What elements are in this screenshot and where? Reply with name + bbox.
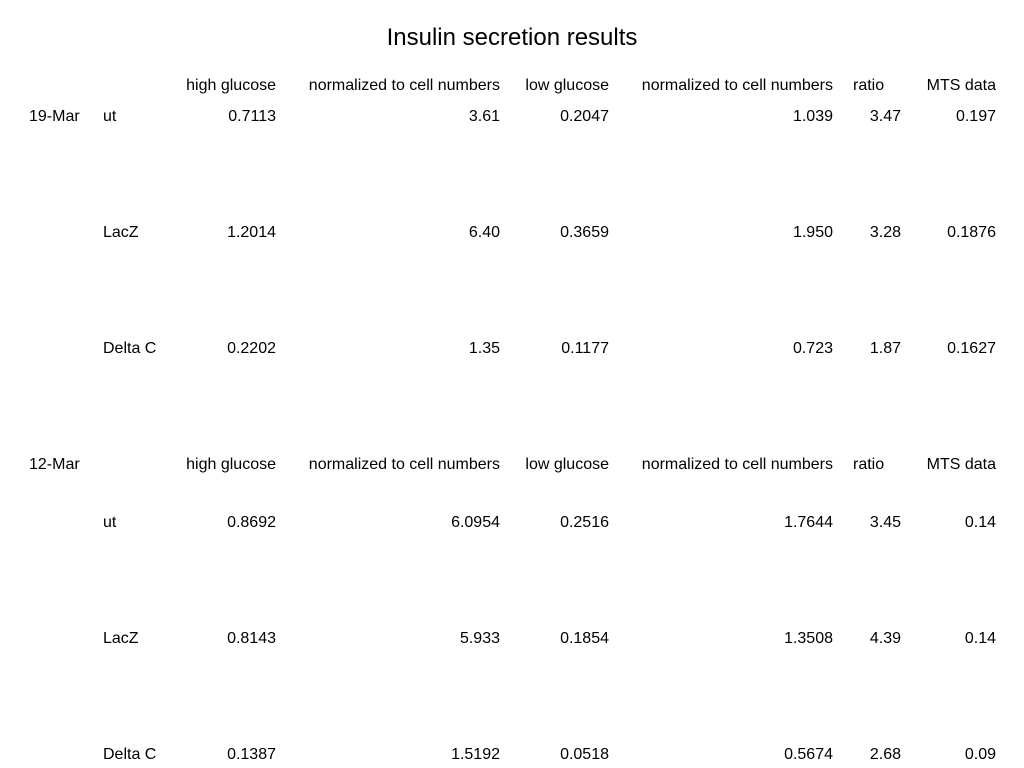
low-normalized-cell: 1.950 <box>792 224 833 241</box>
condition-cell: LacZ <box>103 224 139 241</box>
low-normalized-cell: 1.039 <box>792 108 833 125</box>
header-high-glucose: high glucose <box>186 77 276 94</box>
high-glucose-cell: 0.8143 <box>227 630 276 647</box>
condition-cell: Delta C <box>103 340 157 357</box>
group-date: 12-Mar <box>29 456 80 473</box>
condition-cell: ut <box>103 514 117 531</box>
header-high-normalized: normalized to cell numbers <box>308 77 500 94</box>
page-title: Insulin secretion results <box>386 24 638 51</box>
condition-cell: LacZ <box>103 630 139 647</box>
ratio-cell: 1.87 <box>869 340 901 357</box>
header-low-glucose: low glucose <box>525 77 609 94</box>
high-normalized-cell: 1.5192 <box>451 746 500 763</box>
high-normalized-cell: 1.35 <box>468 340 500 357</box>
ratio-cell: 2.68 <box>869 746 901 763</box>
header-high-glucose: high glucose <box>186 456 276 473</box>
mts-cell: 0.197 <box>955 108 996 125</box>
header-low-normalized: normalized to cell numbers <box>641 456 833 473</box>
low-glucose-cell: 0.1854 <box>560 630 609 647</box>
high-glucose-cell: 0.8692 <box>227 514 276 531</box>
header-ratio: ratio <box>853 77 885 94</box>
low-normalized-cell: 1.7644 <box>784 514 833 531</box>
mts-cell: 0.14 <box>964 630 996 647</box>
low-normalized-cell: 1.3508 <box>784 630 833 647</box>
high-normalized-cell: 3.61 <box>468 108 500 125</box>
low-glucose-cell: 0.2047 <box>560 108 609 125</box>
condition-cell: ut <box>103 108 117 125</box>
high-glucose-cell: 0.7113 <box>228 108 276 125</box>
header-low-glucose: low glucose <box>525 456 609 473</box>
condition-cell: Delta C <box>103 746 157 763</box>
header-high-normalized: normalized to cell numbers <box>308 456 500 473</box>
high-normalized-cell: 6.0954 <box>451 514 500 531</box>
low-glucose-cell: 0.3659 <box>560 224 609 241</box>
ratio-cell: 4.39 <box>869 630 901 647</box>
group-date: 19-Mar <box>29 108 80 125</box>
mts-cell: 0.14 <box>964 514 996 531</box>
header-mts-data: MTS data <box>926 456 996 473</box>
header-ratio: ratio <box>853 456 885 473</box>
ratio-cell: 3.45 <box>869 514 901 531</box>
ratio-cell: 3.47 <box>869 108 901 125</box>
low-glucose-cell: 0.2516 <box>560 514 609 531</box>
header-mts-data: MTS data <box>926 77 996 94</box>
mts-cell: 0.1627 <box>947 340 996 357</box>
high-normalized-cell: 6.40 <box>468 224 500 241</box>
high-glucose-cell: 1.2014 <box>227 224 276 241</box>
mts-cell: 0.09 <box>964 746 996 763</box>
mts-cell: 0.1876 <box>947 224 996 241</box>
high-glucose-cell: 0.1387 <box>227 746 276 763</box>
ratio-cell: 3.28 <box>869 224 901 241</box>
low-glucose-cell: 0.0518 <box>560 746 609 763</box>
low-glucose-cell: 0.1177 <box>561 340 609 357</box>
high-glucose-cell: 0.2202 <box>227 340 276 357</box>
low-normalized-cell: 0.5674 <box>784 746 833 763</box>
header-low-normalized: normalized to cell numbers <box>641 77 833 94</box>
high-normalized-cell: 5.933 <box>459 630 500 647</box>
low-normalized-cell: 0.723 <box>792 340 833 357</box>
